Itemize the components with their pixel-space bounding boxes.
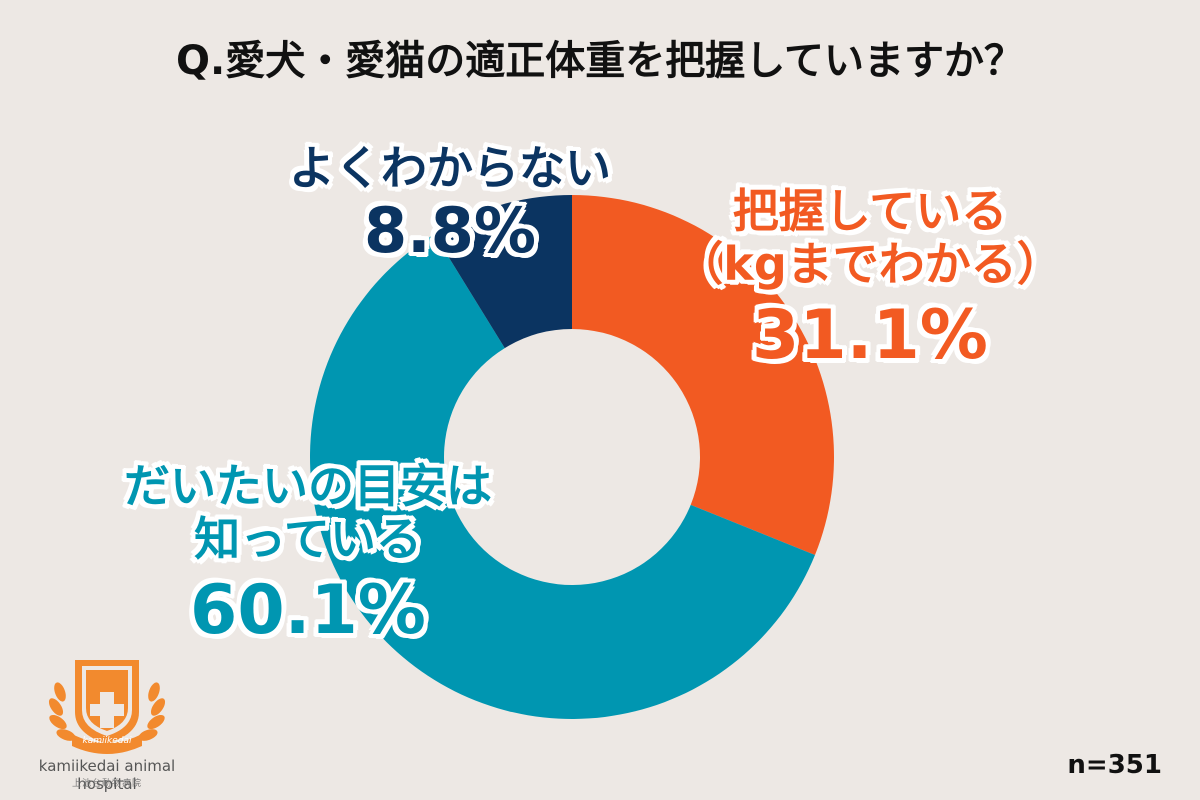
- slice-category-roughly-line2: 知っている: [194, 511, 422, 566]
- slice-category-roughly-line1: だいたいの目安は: [124, 459, 492, 513]
- chart-title: Q.愛犬・愛猫の適正体重を把握していますか？: [176, 38, 1024, 84]
- slice-category-unknown: よくわからない: [289, 141, 611, 195]
- slice-value-knows: 31.1%: [752, 295, 988, 375]
- slice-label-unknown: よくわからない 8.8%: [255, 141, 645, 267]
- slice-label-roughly: だいたいの目安は 知っている 60.1%: [88, 460, 528, 650]
- sample-size-label: n=351: [1067, 750, 1162, 780]
- hospital-emblem-icon: [48, 660, 166, 754]
- donut-slice-roughly: [310, 234, 815, 720]
- slice-value-unknown: 8.8%: [364, 193, 536, 267]
- hospital-logo: kamiikedai kamiikedai animal hospital 上池…: [12, 652, 202, 793]
- logo-name-en: kamiikedai animal hospital: [38, 757, 176, 793]
- slice-category-knows-line2: （kgまでわかる）: [677, 236, 1063, 291]
- slice-value-roughly: 60.1%: [190, 570, 426, 650]
- logo-badge-text: kamiikedai: [82, 736, 132, 746]
- logo-name-ja: 上池台動物病院: [71, 779, 142, 789]
- donut-slice-unknown: [434, 195, 572, 349]
- slice-category-knows-line1: 把握している: [732, 184, 1008, 238]
- slice-label-knows: 把握している （kgまでわかる） 31.1%: [665, 185, 1075, 375]
- donut-slice-knows: [572, 195, 834, 555]
